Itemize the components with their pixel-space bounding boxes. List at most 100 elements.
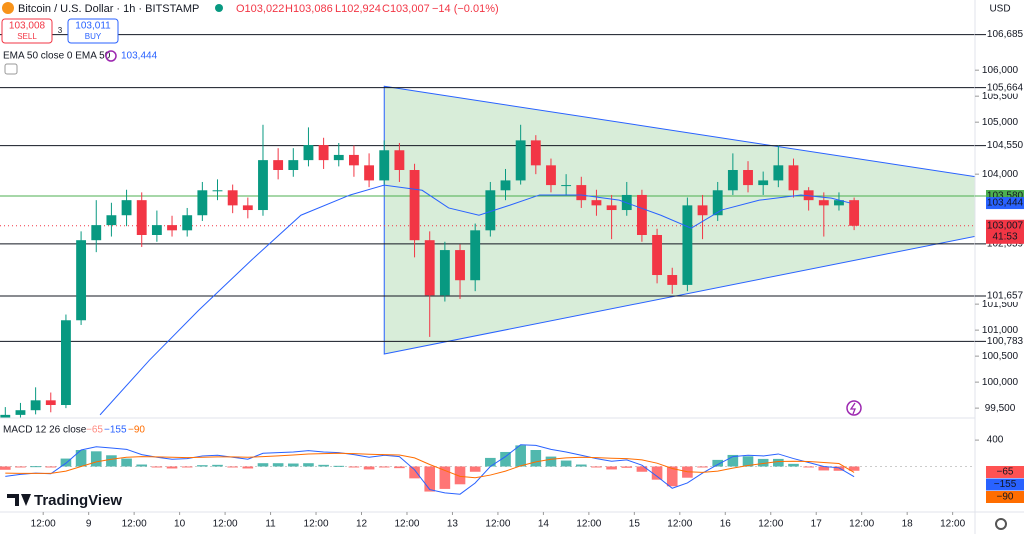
candle-body (394, 150, 405, 171)
candle-body (182, 215, 193, 231)
candle-body (727, 170, 738, 191)
x-tick-label: 12:00 (758, 519, 783, 530)
candle-body (439, 250, 450, 296)
macd-signal-line (5, 452, 855, 479)
y-tick-label: 100,000 (982, 377, 1019, 388)
candle-body (151, 225, 162, 235)
macd-macd-line (5, 444, 855, 495)
candle-body (591, 200, 602, 206)
macd-histogram-bar (75, 450, 87, 467)
y-tick-label: 106,000 (982, 65, 1019, 76)
macd-tick-label: 400 (987, 435, 1004, 446)
ema-legend: EMA 50 close 0 EMA 50 (3, 51, 111, 62)
candle-body (15, 410, 26, 415)
macd-histogram-bar (469, 466, 481, 472)
y-tick-label: 101,500 (982, 299, 1019, 310)
macd-histogram-bar (833, 466, 845, 471)
candle-body (470, 230, 481, 281)
candle-body (106, 215, 117, 226)
macd-histogram-bar (303, 463, 314, 467)
alert-icon[interactable] (846, 400, 862, 416)
macd-histogram-bar (287, 463, 299, 467)
candle-body (318, 145, 329, 161)
candle-body (30, 400, 41, 411)
alert-bolt (849, 402, 856, 415)
x-tick-label: 13 (447, 519, 459, 530)
x-tick-label: 12:00 (394, 519, 419, 530)
x-tick-label: 10 (174, 519, 186, 530)
x-tick-label: 15 (629, 519, 641, 530)
ohlc-close: C103,007 (382, 3, 430, 15)
candle-body (788, 165, 799, 191)
candle-body (333, 154, 344, 161)
settings-icon[interactable] (995, 518, 1007, 530)
candle-body (227, 190, 238, 206)
macd-histogram-bar (591, 466, 602, 468)
macd-legend-signal: −90 (128, 425, 145, 436)
macd-legend-macd: −155 (104, 425, 127, 436)
candle-body (834, 200, 844, 206)
candle-body (136, 200, 147, 235)
price-tag-label: 103,007 (987, 220, 1024, 231)
macd-histogram-bar (636, 466, 648, 472)
x-tick-label: 12:00 (576, 519, 601, 530)
macd-histogram-bar (575, 464, 587, 467)
x-tick-label: 18 (902, 519, 914, 530)
macd-histogram-bar (166, 466, 178, 469)
candle-body (561, 185, 572, 187)
price-tag (986, 219, 1024, 244)
candle-body (803, 190, 814, 201)
x-tick-label: 12:00 (31, 519, 56, 530)
x-tick-label: 12:00 (667, 519, 692, 530)
macd-histogram-bar (121, 458, 132, 467)
macd-histogram-bar (651, 466, 663, 480)
ema-legend-value: 103,444 (121, 51, 158, 62)
candle-body (0, 414, 11, 418)
macd-histogram-bar (151, 466, 163, 468)
logo-mark (7, 494, 31, 506)
level-tag (986, 28, 1024, 41)
sell-price: 103,008 (9, 21, 46, 32)
y-tick-label: 100,500 (982, 351, 1019, 362)
level-tag (986, 335, 1024, 348)
macd-histogram-bar (742, 456, 754, 467)
macd-histogram-bar (197, 465, 208, 467)
macd-histogram-bar (424, 466, 436, 492)
candle-body (652, 234, 662, 276)
chart-title: Bitcoin / U.S. Dollar · 1h · BITSTAMP (18, 3, 199, 15)
macd-tag-label: −65 (997, 467, 1014, 478)
x-tick-label: 12:00 (849, 519, 874, 530)
logo-text: TradingView (34, 492, 122, 509)
macd-histogram-bar (697, 466, 708, 468)
level-label: 100,783 (987, 336, 1024, 347)
macd-histogram-bar (227, 466, 238, 468)
x-tick-label: 12:00 (940, 519, 965, 530)
macd-histogram-bar (606, 466, 617, 470)
candle-body (530, 140, 541, 166)
macd-histogram-bar (378, 466, 390, 468)
level-label: 101,657 (987, 291, 1024, 302)
level-label: 103,580 (987, 191, 1024, 202)
macd-histogram-bar (106, 455, 117, 467)
ema-icon (105, 50, 117, 62)
x-tick-label: 9 (86, 519, 92, 530)
candle-body (258, 160, 268, 211)
y-tick-label: 101,000 (982, 325, 1019, 336)
level-label: 104,550 (987, 140, 1024, 151)
macd-histogram-bar (242, 466, 254, 469)
buy-button[interactable] (67, 18, 119, 44)
macd-histogram-bar (333, 465, 345, 467)
macd-histogram-bar (712, 459, 724, 467)
ohlc-high: H103,086 (285, 3, 333, 15)
macd-histogram-bar (485, 457, 496, 467)
candle-body (76, 240, 87, 321)
candle-body (697, 205, 708, 216)
collapse-button[interactable] (4, 63, 18, 75)
candle-body (61, 320, 71, 406)
candle-body (379, 150, 390, 181)
market-status (215, 4, 223, 12)
sell-button[interactable] (1, 18, 53, 44)
macd-histogram-bar (15, 466, 26, 468)
macd-tag-label: −90 (997, 492, 1014, 503)
candle-body (348, 154, 359, 166)
